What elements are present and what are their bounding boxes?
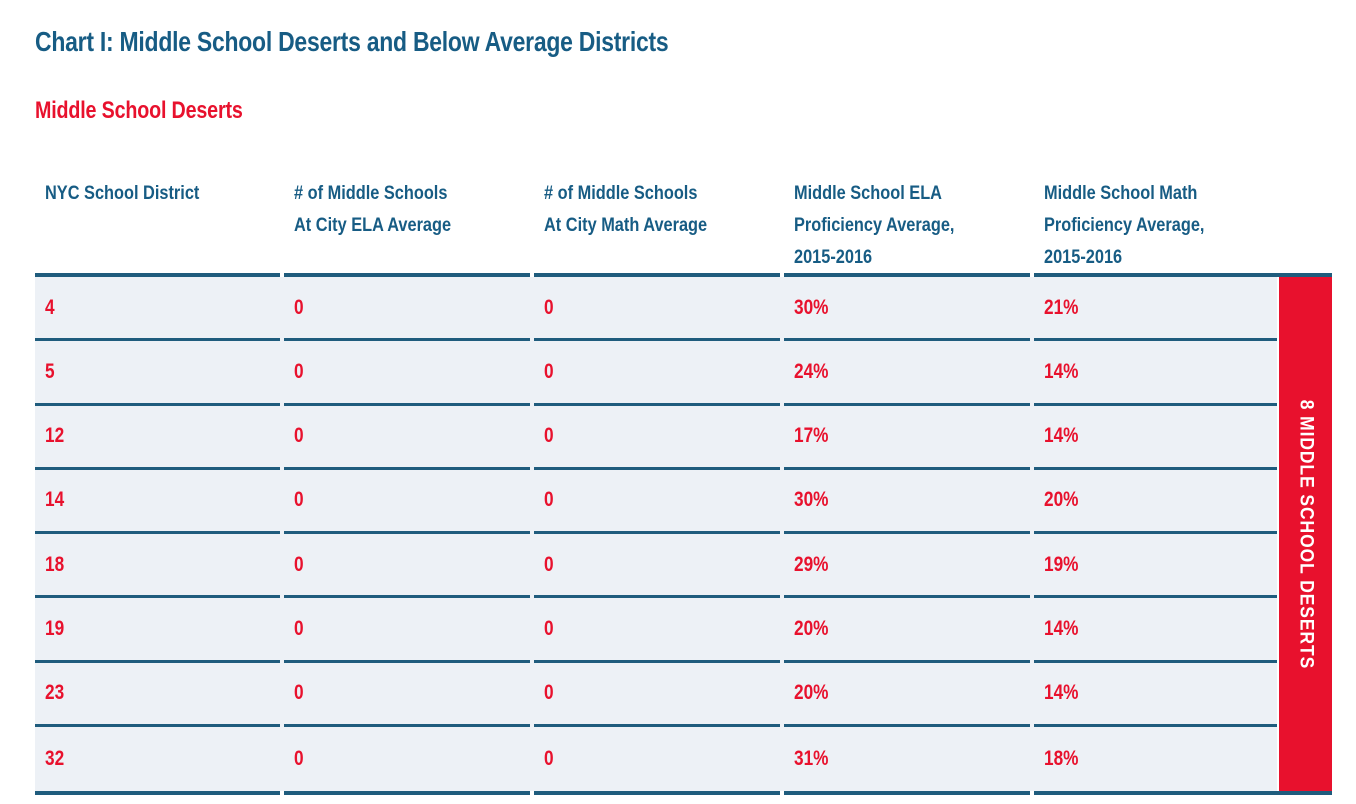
cell-ela-prof: 17% xyxy=(784,406,1030,470)
page-title-text: Chart I: Middle School Deserts and Below… xyxy=(35,26,669,57)
cell-district: 12 xyxy=(35,406,280,470)
header-cell-ela-count: # of Middle Schools At City ELA Average xyxy=(294,183,452,236)
cell-math-prof: 14% xyxy=(1034,406,1277,470)
cell-ela-count: 0 xyxy=(294,746,304,770)
header-cell-math-prof: Middle School Math Proficiency Average, … xyxy=(1044,183,1205,268)
table-row: 19 0 0 20% 14% xyxy=(35,598,1277,663)
cell-district: 32 xyxy=(45,746,65,770)
table-row: 5 0 0 24% 14% xyxy=(35,341,1277,406)
cell-district: 5 xyxy=(35,341,280,406)
section-title: Middle School Deserts xyxy=(35,97,288,125)
section-title-text: Middle School Deserts xyxy=(35,97,243,124)
table-body: 4 0 0 30% 21% 5 0 0 24% 14% 12 0 0 17% 1… xyxy=(35,277,1277,791)
cell-math-prof: 20% xyxy=(1034,470,1277,534)
cell-math-prof: 19% xyxy=(1034,534,1277,599)
cell-math-count: 0 xyxy=(534,406,780,470)
cell-district: 23 xyxy=(35,663,280,727)
table-header-row: NYC School District # of Middle Schools … xyxy=(35,178,1277,274)
cell-district: 19 xyxy=(35,598,280,663)
cell-district: 18 xyxy=(35,534,280,599)
table-row: 32 0 0 31% 18% xyxy=(35,726,1277,791)
cell-ela-count: 0 xyxy=(284,598,530,663)
side-banner-label: 8 MIDDLE SCHOOL DESERTS xyxy=(1295,399,1317,669)
header-cell-math-count: # of Middle Schools At City Math Average xyxy=(544,183,708,236)
side-banner: 8 MIDDLE SCHOOL DESERTS xyxy=(1279,277,1332,791)
cell-math-count: 0 xyxy=(534,598,780,663)
header-cell-district: NYC School District xyxy=(45,183,200,204)
cell-math-prof: 14% xyxy=(1034,663,1277,727)
cell-ela-prof: 20% xyxy=(784,663,1030,727)
cell-ela-prof: 30% xyxy=(784,277,1030,342)
cell-math-prof: 21% xyxy=(1034,277,1277,342)
header-separator-line xyxy=(35,273,1332,277)
cell-math-count: 0 xyxy=(544,746,554,770)
table-row: 23 0 0 20% 14% xyxy=(35,662,1277,727)
cell-math-prof: 14% xyxy=(1034,341,1277,406)
cell-ela-prof: 30% xyxy=(784,470,1030,534)
cell-ela-count: 0 xyxy=(284,341,530,406)
cell-math-count: 0 xyxy=(534,277,780,342)
table-bottom-line xyxy=(35,791,1332,795)
table-row: 12 0 0 17% 14% xyxy=(35,405,1277,470)
page-title: Chart I: Middle School Deserts and Below… xyxy=(35,26,808,58)
cell-ela-prof: 24% xyxy=(784,341,1030,406)
cell-math-count: 0 xyxy=(534,534,780,599)
cell-math-count: 0 xyxy=(534,663,780,727)
cell-ela-prof: 20% xyxy=(784,598,1030,663)
cell-ela-count: 0 xyxy=(284,663,530,727)
cell-district: 14 xyxy=(35,470,280,534)
table-row: 18 0 0 29% 19% xyxy=(35,534,1277,599)
cell-math-prof: 18% xyxy=(1044,746,1079,770)
cell-ela-count: 0 xyxy=(284,470,530,534)
table-row: 4 0 0 30% 21% xyxy=(35,277,1277,342)
cell-math-count: 0 xyxy=(534,470,780,534)
cell-ela-prof: 31% xyxy=(794,746,829,770)
cell-math-count: 0 xyxy=(534,341,780,406)
cell-ela-count: 0 xyxy=(284,534,530,599)
cell-ela-count: 0 xyxy=(284,406,530,470)
cell-math-prof: 14% xyxy=(1034,598,1277,663)
cell-ela-count: 0 xyxy=(284,277,530,342)
table-row: 14 0 0 30% 20% xyxy=(35,469,1277,534)
cell-district: 4 xyxy=(35,277,280,342)
cell-ela-prof: 29% xyxy=(784,534,1030,599)
header-cell-ela-prof: Middle School ELA Proficiency Average, 2… xyxy=(794,183,955,268)
